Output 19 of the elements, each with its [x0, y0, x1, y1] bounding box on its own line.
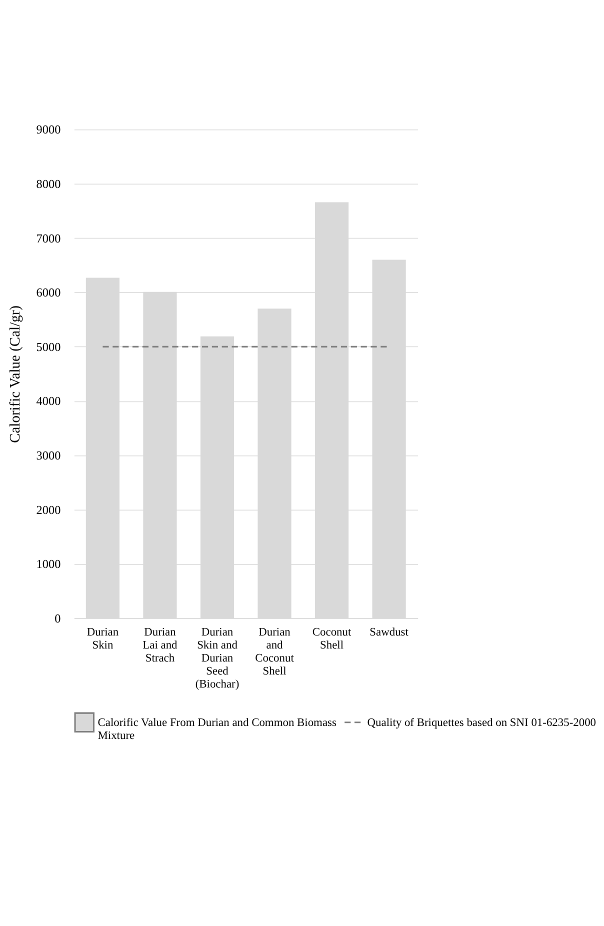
y-tick-label: 3000	[36, 448, 61, 462]
x-tick-label: Durian Skin and Durian Seed (Biochar)	[195, 626, 240, 690]
x-tick-label: Sawdust	[370, 626, 410, 638]
y-tick-label: 0	[54, 611, 61, 626]
y-tick-label: 4000	[36, 394, 61, 408]
x-tick-label: Durian and Coconut Shell	[255, 626, 295, 678]
y-tick-label: 7000	[36, 231, 61, 246]
y-tick-label: 9000	[36, 122, 61, 137]
legend-label: Quality of Briquettes based on SNI 01-6235-2000	[367, 717, 596, 730]
y-tick-label: 6000	[36, 286, 61, 300]
y-tick-label: 5000	[36, 340, 61, 354]
x-tick-label: Durian Lai and Strach	[142, 626, 178, 664]
legend-label: Calorific Value From Durian and Common Biomass Mixture	[98, 717, 337, 742]
y-tick-label: 1000	[36, 557, 61, 572]
x-tick-label: Durian Skin	[86, 626, 119, 652]
y-tick-label: 2000	[36, 502, 61, 517]
y-tick-label: 8000	[36, 176, 61, 191]
y-axis-title: Calorific Value (Cal/gr)	[7, 305, 24, 443]
x-tick-label: Coconut Shell	[312, 626, 352, 652]
